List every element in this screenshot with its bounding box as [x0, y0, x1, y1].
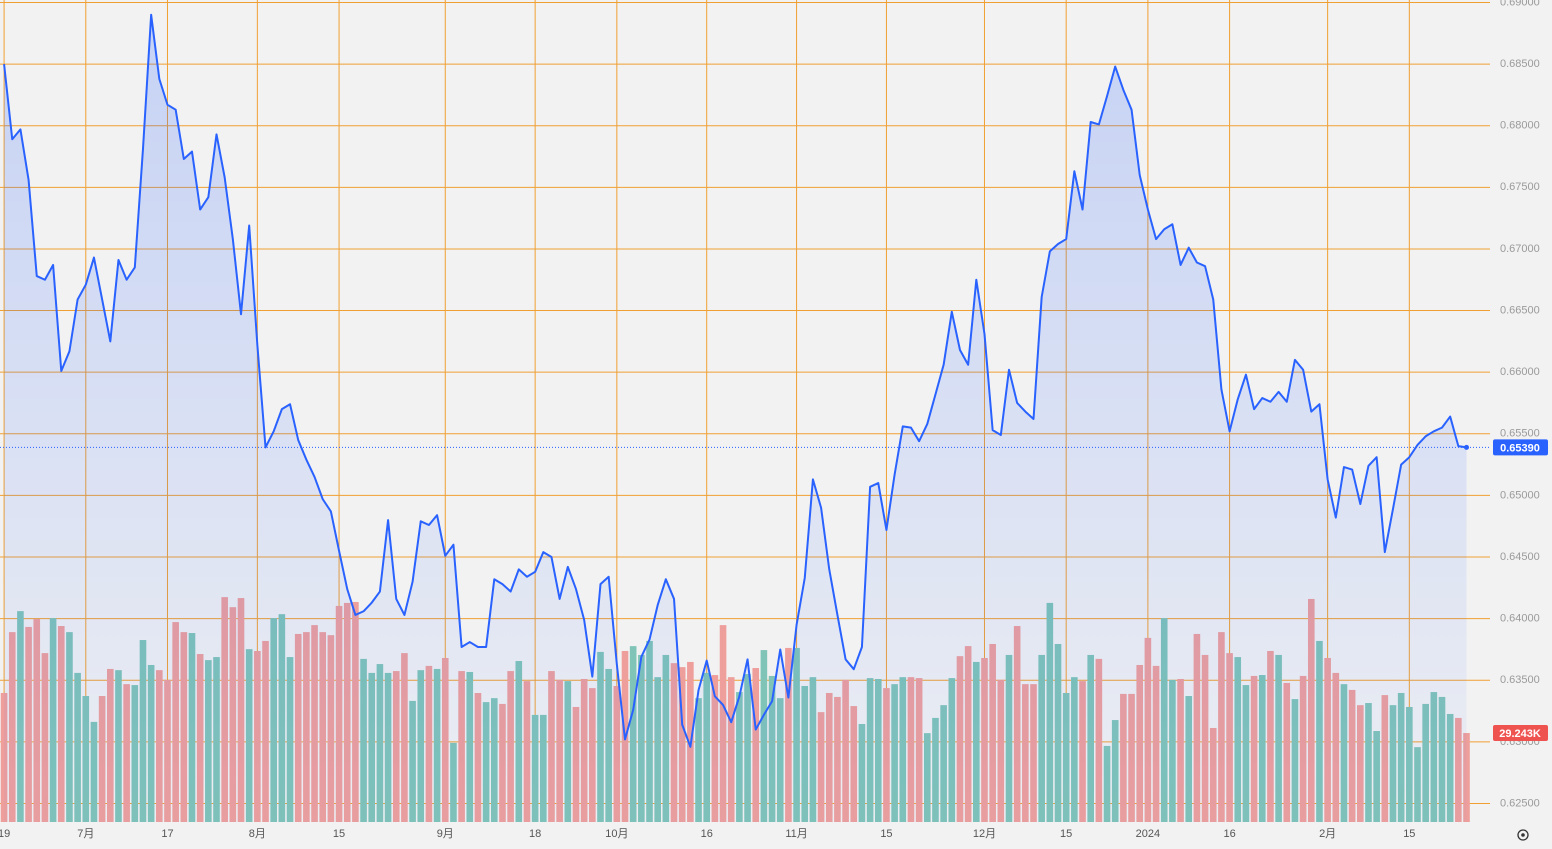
- x-tick-label: 10月: [605, 828, 628, 840]
- x-tick-label: 19: [0, 828, 10, 840]
- y-tick-label: 0.66000: [1500, 366, 1540, 378]
- last-volume-box: [1493, 725, 1548, 742]
- x-tick-label: 16: [1223, 828, 1235, 840]
- x-tick-label: 12月: [973, 828, 996, 840]
- y-tick-label: 0.65000: [1500, 489, 1540, 501]
- x-tick-label: 2月: [1319, 828, 1336, 840]
- y-tick-label: 0.64000: [1500, 613, 1540, 625]
- y-tick-label: 0.63500: [1500, 674, 1540, 686]
- y-tick-label: 0.64500: [1500, 551, 1540, 563]
- settings-dot[interactable]: [1521, 833, 1525, 837]
- y-tick-label: 0.67000: [1500, 243, 1540, 255]
- price-area: [4, 14, 1467, 822]
- price-line: [3, 13, 1467, 748]
- last-price-label: 0.65390: [1500, 442, 1540, 454]
- x-tick-label: 17: [161, 828, 173, 840]
- y-tick-label: 0.67500: [1500, 181, 1540, 193]
- y-tick-label: 0.65500: [1500, 428, 1540, 440]
- settings-icon[interactable]: [1517, 829, 1529, 841]
- x-tick-label: 15: [1060, 828, 1072, 840]
- y-tick-label: 0.68500: [1500, 58, 1540, 70]
- x-tick-label: 8月: [249, 828, 266, 840]
- last-price-dot: [1464, 444, 1470, 450]
- x-tick-label: 9月: [437, 828, 454, 840]
- y-tick-label: 0.66500: [1500, 304, 1540, 316]
- x-tick-label: 11月: [785, 828, 807, 840]
- x-tick-label: 15: [1403, 828, 1415, 840]
- x-tick-label: 15: [880, 828, 892, 840]
- last-volume-label: 29.243K: [1499, 728, 1541, 740]
- last-price-box: [1493, 439, 1548, 456]
- x-tick-label: 2024: [1136, 828, 1160, 840]
- x-tick-label: 16: [701, 828, 713, 840]
- x-tick-label: 7月: [77, 828, 94, 840]
- x-tick-label: 18: [529, 828, 541, 840]
- settings-ring[interactable]: [1517, 829, 1529, 841]
- y-tick-label: 0.68000: [1500, 120, 1540, 132]
- y-tick-label: 0.62500: [1500, 797, 1540, 809]
- price-layer: [0, 13, 1490, 822]
- y-tick-label: 0.69000: [1500, 0, 1540, 8]
- x-tick-label: 15: [333, 828, 345, 840]
